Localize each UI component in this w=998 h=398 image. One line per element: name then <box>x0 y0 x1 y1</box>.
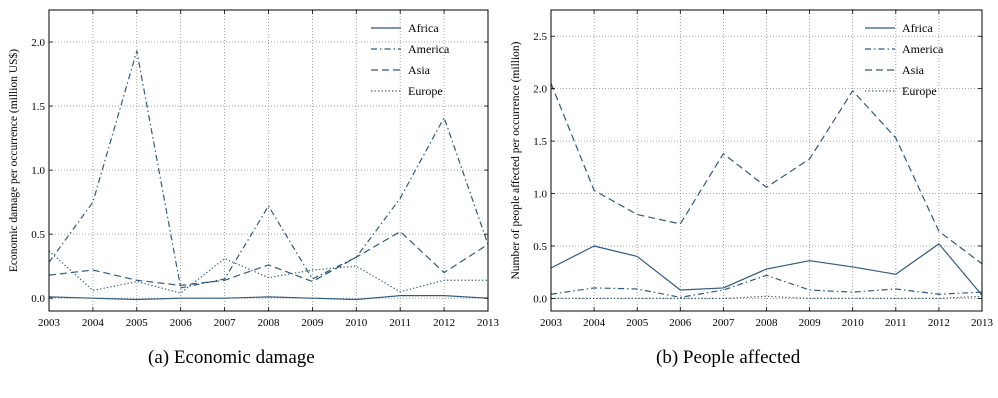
x-tick-label: 2003 <box>38 317 61 329</box>
legend-label-africa: Africa <box>408 21 439 35</box>
x-tick-label: 2006 <box>170 317 193 329</box>
y-tick-label: 1.0 <box>533 189 547 201</box>
x-tick-label: 2007 <box>712 317 735 329</box>
series-line-america <box>550 274 983 298</box>
caption-economic-damage: (a) Economic damage <box>148 347 315 368</box>
y-tick-label: 0.0 <box>533 293 547 305</box>
legend-label-africa: Africa <box>902 21 933 35</box>
y-axis-label: Number of people affected per occurrence… <box>510 41 522 279</box>
y-tick-label: 2.5 <box>533 31 547 43</box>
x-tick-label: 2008 <box>258 317 281 329</box>
y-tick-label: 2.0 <box>533 84 547 96</box>
chart-people-affected: 2003 2004 2005 2006 2007 2008 2009 2010 2011 2012… <box>510 9 994 329</box>
y-tick-label: 2.0 <box>31 37 45 49</box>
y-axis-label: Economic damage per occurrence (million … <box>7 49 20 272</box>
legend-label-america: America <box>902 42 944 56</box>
series-line-asia <box>550 83 983 265</box>
x-tick-label: 2011 <box>389 317 411 329</box>
x-tick-label: 2005 <box>626 317 649 329</box>
x-tick-label: 2012 <box>928 317 950 329</box>
y-tick-label: 1.5 <box>533 136 547 148</box>
x-tick-label: 2007 <box>214 317 237 329</box>
y-tick-label: 0.0 <box>31 293 45 305</box>
chart-economic-damage: 2003 2004 2005 2006 2007 2008 2009 2010 2011 2012… <box>7 9 500 329</box>
y-tick-label: 0.5 <box>533 241 547 253</box>
x-tick-label: 2006 <box>669 317 692 329</box>
series-line-america <box>48 50 489 289</box>
x-tick-label: 2013 <box>971 317 994 329</box>
caption-people-affected: (b) People affected <box>656 347 801 368</box>
y-tick-label: 1.5 <box>31 101 45 113</box>
series-line-africa <box>550 243 983 296</box>
legend-label-asia: Asia <box>902 63 925 77</box>
series-line-asia <box>48 230 489 286</box>
x-tick-label: 2010 <box>345 317 368 329</box>
x-tick-label: 2012 <box>433 317 455 329</box>
x-tick-label: 2009 <box>301 317 324 329</box>
x-tick-label: 2004 <box>82 317 105 329</box>
x-tick-label: 2005 <box>126 317 149 329</box>
y-tick-label: 0.5 <box>31 229 45 241</box>
series-line-africa <box>48 295 489 301</box>
x-tick-label: 2010 <box>842 317 865 329</box>
x-tick-label: 2009 <box>799 317 822 329</box>
x-tick-label: 2011 <box>885 317 907 329</box>
x-tick-label: 2003 <box>540 317 563 329</box>
legend-label-europe: Europe <box>902 84 937 98</box>
x-tick-label: 2008 <box>756 317 779 329</box>
legend-label-asia: Asia <box>408 63 431 77</box>
y-tick-label: 1.0 <box>31 165 45 177</box>
legend-label-america: America <box>408 42 450 56</box>
x-tick-label: 2013 <box>477 317 500 329</box>
series-line-europe <box>48 250 488 294</box>
legend-label-europe: Europe <box>408 84 443 98</box>
x-tick-label: 2004 <box>583 317 606 329</box>
